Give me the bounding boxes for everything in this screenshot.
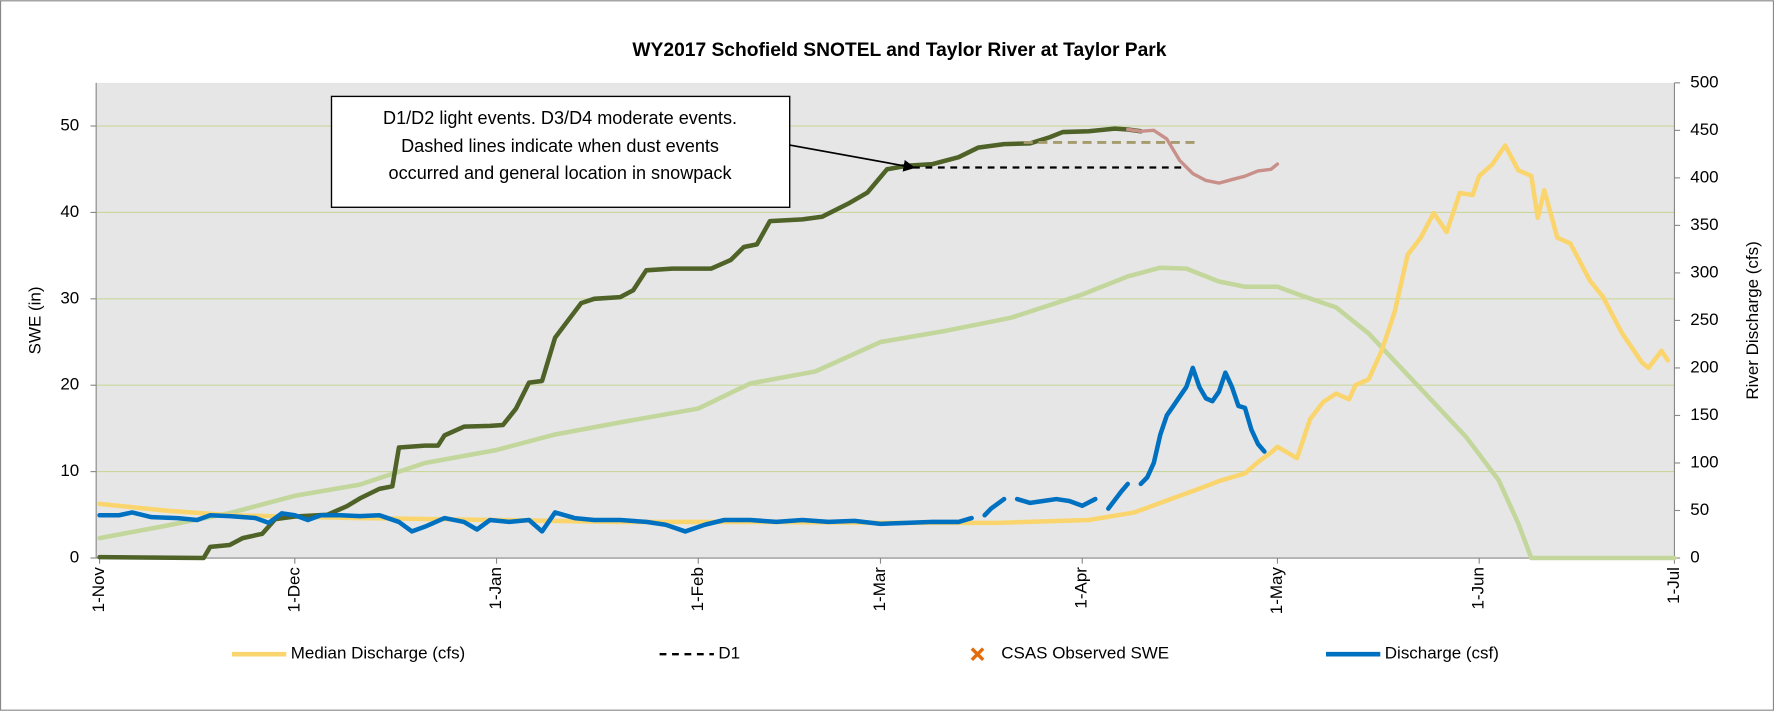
y-tick-label: 50: [60, 116, 79, 135]
y-tick-label: 0: [70, 548, 79, 567]
y-tick-label: 10: [60, 461, 79, 480]
x-tick-label: 1-Dec: [284, 567, 303, 613]
plot: 0102030405005010015020025030035040045050…: [60, 72, 1718, 614]
series-line: [97, 365, 1267, 534]
y-tick-label: 40: [60, 202, 79, 221]
x-tick-label: 1-Jan: [486, 567, 505, 609]
y2-tick-label: 450: [1690, 120, 1718, 139]
chart-title: WY2017 Schofield SNOTEL and Taylor River…: [632, 40, 1166, 61]
y2-tick-label: 400: [1690, 167, 1718, 186]
annotation: D1/D2 light events. D3/D4 moderate event…: [330, 95, 916, 208]
legend-label: Discharge (csf): [1385, 644, 1499, 663]
y2-tick-label: 0: [1690, 548, 1699, 567]
x-tick-label: 1-Jun: [1469, 567, 1488, 609]
annotation-box: [330, 95, 791, 208]
annotation-text: occurred and general location in snowpac…: [389, 163, 733, 183]
y2-axis-label: River Discharge (cfs): [1743, 241, 1762, 399]
y2-tick-label: 250: [1690, 310, 1718, 329]
x-tick-label: 1-May: [1267, 567, 1286, 615]
y2-tick-label: 100: [1690, 452, 1718, 471]
series-line: [1126, 127, 1280, 185]
legend-label: D1: [718, 644, 740, 663]
legend-label: Median Discharge (cfs): [291, 644, 465, 663]
y2-tick-label: 350: [1690, 215, 1718, 234]
x-tick-label: 1-Feb: [688, 567, 707, 611]
legend-label: CSAS Observed SWE: [1001, 644, 1169, 663]
y2-tick-label: 500: [1690, 72, 1718, 91]
y-tick-label: 20: [60, 375, 79, 394]
y-tick-label: 30: [60, 288, 79, 307]
x-tick-label: 1-Nov: [89, 567, 108, 613]
x-tick-label: 1-Mar: [870, 567, 889, 612]
y2-tick-label: 200: [1690, 357, 1718, 376]
x-tick-label: 1-Jul: [1664, 567, 1683, 604]
y2-tick-label: 50: [1690, 500, 1709, 519]
series-line: [97, 126, 1144, 561]
series-line: [97, 265, 1677, 561]
y-axis-label: SWE (in): [26, 286, 45, 354]
x-tick-label: 1-Apr: [1072, 567, 1091, 609]
series-line: [97, 143, 1671, 526]
annotation-arrow: [789, 144, 916, 172]
annotation-text: Dashed lines indicate when dust events: [401, 136, 719, 156]
y2-tick-label: 150: [1690, 405, 1718, 424]
annotation-text: D1/D2 light events. D3/D4 moderate event…: [383, 108, 737, 128]
y2-tick-label: 300: [1690, 262, 1718, 281]
legend-swatch: [970, 647, 985, 662]
